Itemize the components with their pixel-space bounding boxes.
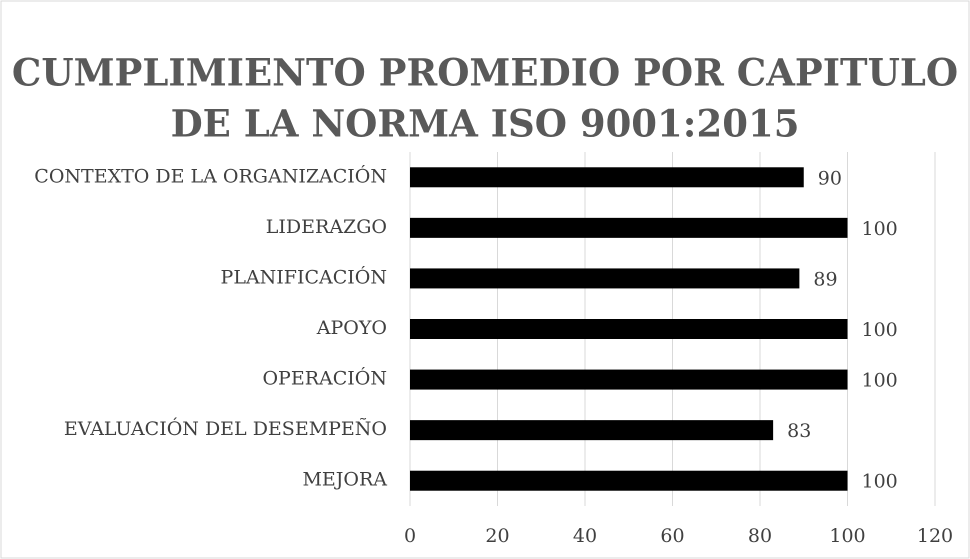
data-label: 89 <box>813 268 837 290</box>
bar <box>410 319 848 339</box>
data-label: 83 <box>787 420 811 442</box>
y-tick-label: LIDERAZGO <box>266 216 387 238</box>
bar <box>410 470 848 491</box>
y-tick-label: PLANIFICACIÓN <box>221 265 387 288</box>
data-label: 100 <box>862 471 898 493</box>
x-tick-label: 120 <box>917 525 953 547</box>
y-tick-label: OPERACIÓN <box>262 367 387 390</box>
data-label: 100 <box>862 319 898 341</box>
x-tick-label: 20 <box>485 525 509 547</box>
data-label: 100 <box>862 218 898 240</box>
bar <box>410 369 848 390</box>
y-tick-label: CONTEXTO DE LA ORGANIZACIÓN <box>34 164 387 187</box>
x-tick-label: 40 <box>573 525 597 547</box>
y-tick-label: APOYO <box>316 317 387 339</box>
bar <box>410 420 774 441</box>
x-tick-label: 100 <box>829 525 865 547</box>
bar <box>410 217 848 238</box>
data-label: 100 <box>862 370 898 392</box>
chart-title: DE LA NORMA ISO 9001:2015 <box>171 102 800 146</box>
x-tick-label: 0 <box>404 525 416 547</box>
x-tick-label: 80 <box>748 525 772 547</box>
chart-title: CUMPLIMIENTO PROMEDIO POR CAPITULO <box>12 51 958 95</box>
x-tick-label: 60 <box>660 525 684 547</box>
bar <box>410 167 804 188</box>
data-label: 90 <box>818 167 842 189</box>
y-tick-label: EVALUACIÓN DEL DESEMPEÑO <box>64 417 387 440</box>
bar <box>410 268 800 289</box>
y-tick-label: MEJORA <box>302 469 387 491</box>
